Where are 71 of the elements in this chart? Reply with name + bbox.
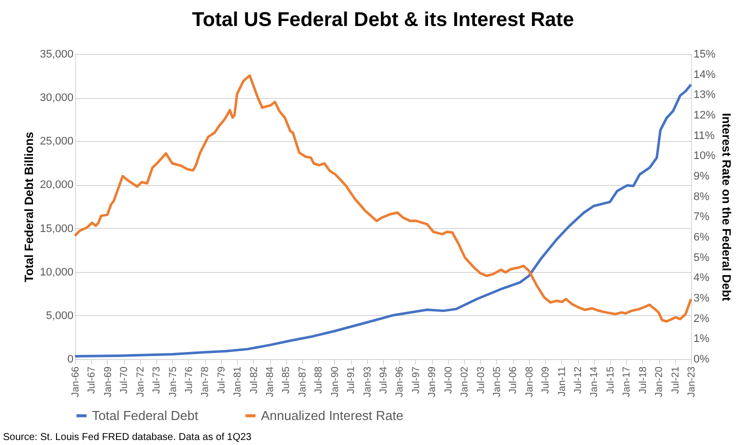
x-tick-label: Jan-78 — [200, 366, 212, 398]
x-tick-label: Jan-17 — [622, 366, 633, 398]
y-tick-label: 0 — [67, 354, 74, 366]
x-tick-label: Jul-79 — [216, 366, 228, 394]
y2-tick-label: 0% — [694, 354, 710, 366]
x-tick-label: Jul-06 — [508, 366, 520, 394]
y2-axis-title: Interest Rate on the Federal Debt — [720, 112, 734, 302]
x-tick-label: Jul-09 — [540, 366, 552, 394]
chart-title: Total US Federal Debt & its Interest Rate — [192, 9, 574, 31]
x-tick-label: Jan-11 — [556, 366, 568, 396]
y-tick-label: 20,000 — [40, 179, 74, 192]
line-series — [74, 74, 692, 323]
y2-tick-label: 1% — [694, 333, 710, 346]
y-tick-label: 25,000 — [40, 136, 74, 148]
x-tick-label: Jan-02 — [460, 366, 471, 398]
x-tick-label: Jul-85 — [281, 366, 292, 394]
y2-tick-label: 12% — [694, 110, 716, 122]
x-tick-label: Jul-91 — [346, 366, 358, 394]
legend-label: Annualized Interest Rate — [261, 408, 404, 423]
x-tick-label: Jan-84 — [265, 366, 276, 398]
x-tick-label: Jan-66 — [70, 366, 82, 398]
x-tick-label: Jan-99 — [427, 366, 438, 398]
x-tick-label: Jul-03 — [476, 366, 487, 394]
x-tick-label: Jan-23 — [686, 366, 698, 398]
y-axis-title: Total Federal Debt Billions — [22, 131, 36, 282]
y-tick-label: 15,000 — [40, 222, 74, 235]
y-tick-label: 30,000 — [40, 92, 74, 104]
x-tick-label: Jan-75 — [168, 366, 179, 398]
y-tick-label: 5,000 — [46, 310, 74, 322]
x-tick-label: Jul-88 — [314, 366, 325, 394]
y2-tick-label: 10% — [694, 150, 716, 162]
x-tick-label: Jul-18 — [638, 366, 649, 394]
y2-tick-label: 11% — [694, 130, 715, 142]
x-tick-label: Jul-73 — [152, 366, 163, 394]
x-tick-label: Jul-15 — [605, 366, 616, 394]
x-tick-label: Jan-69 — [102, 366, 114, 398]
x-tick-label: Jan-87 — [297, 366, 308, 398]
y-tick-label: 10,000 — [40, 266, 74, 278]
y2-tick-label: 7% — [694, 211, 710, 224]
x-tick-label: Jan-90 — [330, 366, 341, 398]
y2-tick-label: 3% — [694, 292, 710, 304]
x-tick-label: Jul-21 — [670, 366, 682, 394]
x-tick-label: Jul-12 — [573, 366, 584, 394]
source-note: Source: St. Louis Fed FRED database. Data as of 1Q23 — [3, 432, 252, 443]
x-tick-label: Jan-81 — [232, 366, 244, 398]
y2-tick-label: 14% — [694, 68, 716, 81]
x-tick-label: Jul-97 — [410, 366, 422, 394]
y2-tick-label: 6% — [694, 232, 710, 244]
y2-tick-label: 2% — [694, 312, 710, 325]
y2-tick-label: 15% — [694, 48, 716, 60]
y2-tick-label: 9% — [694, 170, 710, 182]
x-tick-label: Jan-20 — [654, 366, 666, 398]
x-tick-label: Jul-94 — [378, 366, 390, 394]
line-series — [74, 83, 692, 358]
x-tick-label: Jul-67 — [86, 366, 98, 394]
x-tick-label: Jul-76 — [184, 366, 195, 394]
x-tick-label: Jul-70 — [119, 366, 130, 394]
x-tick-label: Jul-00 — [443, 366, 454, 394]
x-tick-label: Jan-93 — [362, 366, 374, 398]
y2-tick-label: 4% — [694, 272, 710, 284]
y2-tick-label: 8% — [694, 190, 710, 203]
x-tick-label: Jan-08 — [524, 366, 536, 398]
x-tick-label: Jan-96 — [394, 366, 406, 398]
y-tick-label: 35,000 — [40, 48, 74, 60]
x-tick-label: Jul-82 — [248, 366, 260, 394]
x-tick-label: Jan-14 — [589, 366, 600, 398]
legend-label: Total Federal Debt — [92, 408, 199, 423]
x-tick-label: Jan-05 — [492, 366, 503, 398]
y2-tick-label: 13% — [694, 89, 716, 102]
y2-tick-label: 5% — [694, 252, 710, 264]
x-tick-label: Jan-72 — [135, 366, 146, 398]
